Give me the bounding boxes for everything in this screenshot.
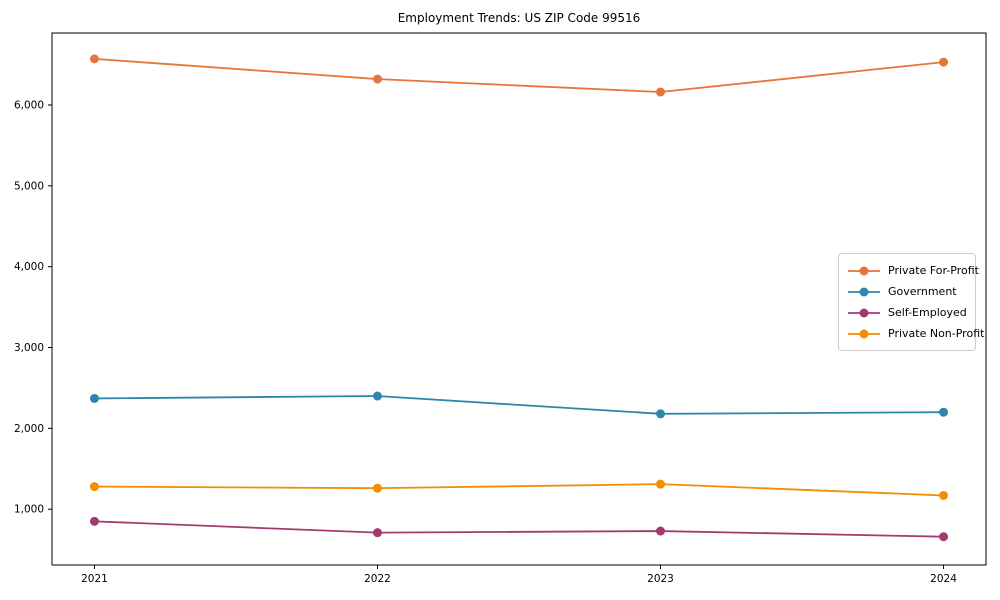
legend-entry: Private For-Profit (847, 260, 979, 281)
x-tick-label: 2021 (81, 573, 108, 585)
data-point-marker (656, 87, 666, 97)
data-point-marker (939, 407, 949, 417)
legend-label: Government (888, 285, 957, 298)
y-tick-label: 3,000 (14, 342, 44, 354)
x-tick-label: 2023 (647, 573, 674, 585)
data-point-marker (656, 526, 666, 536)
data-point-marker (939, 57, 949, 67)
y-tick-label: 4,000 (14, 261, 44, 273)
legend-label: Private Non-Profit (888, 327, 985, 340)
legend-entry: Government (847, 281, 967, 302)
legend-entry: Self-Employed (847, 302, 967, 323)
series-line (94, 483, 944, 497)
data-point-marker (89, 482, 99, 492)
legend-label: Self-Employed (888, 306, 967, 319)
data-point-marker (939, 532, 949, 542)
y-tick-label: 2,000 (14, 423, 44, 435)
data-point-marker (89, 516, 99, 526)
x-tick-label: 2022 (364, 573, 391, 585)
series-line (94, 57, 944, 93)
legend-entry: Private Non-Profit (847, 323, 984, 344)
legend-line-marker-swatch (848, 308, 880, 317)
x-tick-label: 2024 (930, 573, 957, 585)
data-point-marker (372, 483, 382, 493)
y-tick-label: 5,000 (14, 180, 44, 192)
data-point-marker (89, 54, 99, 64)
y-tick-label: 1,000 (14, 504, 44, 516)
y-tick-label: 6,000 (14, 99, 44, 111)
legend-line-marker-swatch (848, 329, 880, 338)
data-point-marker (656, 409, 666, 419)
data-point-marker (372, 528, 382, 538)
legend-line-marker-swatch (848, 287, 880, 296)
data-point-marker (372, 74, 382, 84)
legend: Private For-Profit Government Self-Employe… (838, 253, 984, 351)
legend-label: Private For-Profit (888, 264, 979, 277)
data-point-marker (939, 490, 949, 500)
legend-line-marker-swatch (848, 266, 880, 275)
series-line (94, 520, 944, 538)
series-line (94, 395, 944, 415)
plot-area-border (51, 32, 987, 566)
chart-title: Employment Trends: US ZIP Code 99516 (397, 11, 641, 25)
data-point-marker (656, 479, 666, 489)
data-point-marker (89, 393, 99, 403)
data-point-marker (372, 391, 382, 401)
